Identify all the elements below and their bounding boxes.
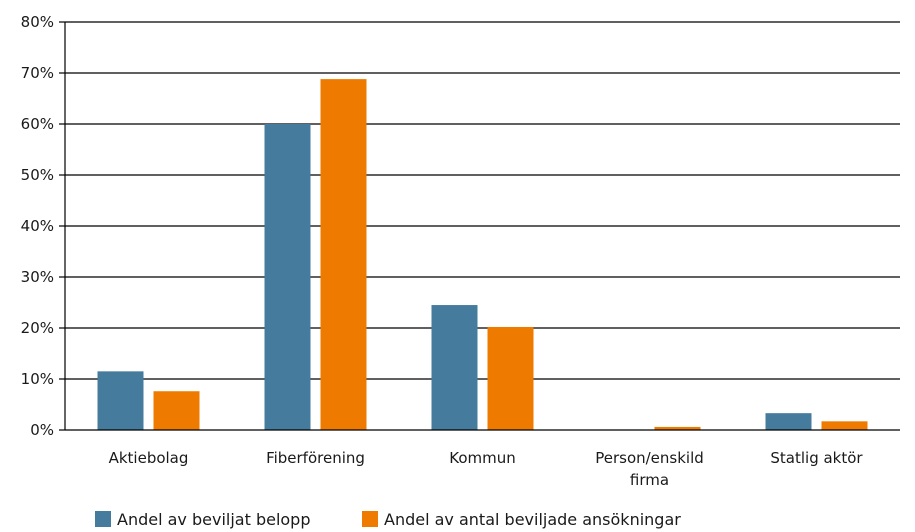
y-tick-label: 60%	[21, 115, 54, 133]
y-tick-label: 20%	[21, 319, 54, 337]
legend-label: Andel av antal beviljade ansökningar	[384, 510, 681, 529]
y-tick-label: 30%	[21, 268, 54, 286]
legend-label: Andel av beviljat belopp	[117, 510, 311, 529]
y-tick-label: 80%	[21, 13, 54, 31]
gridlines	[65, 21, 900, 380]
bar-ansokningar	[153, 391, 200, 430]
y-tick-label: 40%	[21, 217, 54, 235]
legend: Andel av beviljat belopp Andel av antal b…	[95, 510, 681, 529]
y-tick-label: 50%	[21, 166, 54, 184]
x-category-label: Aktiebolag	[109, 449, 189, 467]
tick-labels: 0% 10% 20% 30% 40% 50% 60% 70% 80% Aktiebolag Fibe…	[21, 13, 864, 489]
x-category-label: Kommun	[449, 449, 516, 467]
bar-ansokningar	[320, 79, 367, 431]
bars	[97, 79, 868, 431]
x-category-label: Person/enskild	[595, 449, 704, 467]
y-tick-label: 70%	[21, 64, 54, 82]
bar-ansokningar	[821, 421, 868, 430]
bar-belopp	[97, 371, 144, 430]
x-category-label: Statlig aktör	[770, 449, 863, 467]
y-tick-label: 10%	[21, 370, 54, 388]
bar-belopp	[765, 413, 812, 430]
bar-ansokningar	[654, 426, 701, 430]
x-category-label: firma	[630, 471, 669, 489]
legend-swatch	[95, 511, 111, 527]
bar-belopp	[264, 124, 311, 430]
bar-ansokningar	[487, 326, 534, 430]
y-tick-label: 0%	[30, 421, 54, 439]
axes	[59, 21, 900, 431]
bar-belopp	[431, 305, 478, 430]
legend-swatch	[362, 511, 378, 527]
x-category-label: Fiberförening	[266, 449, 365, 467]
